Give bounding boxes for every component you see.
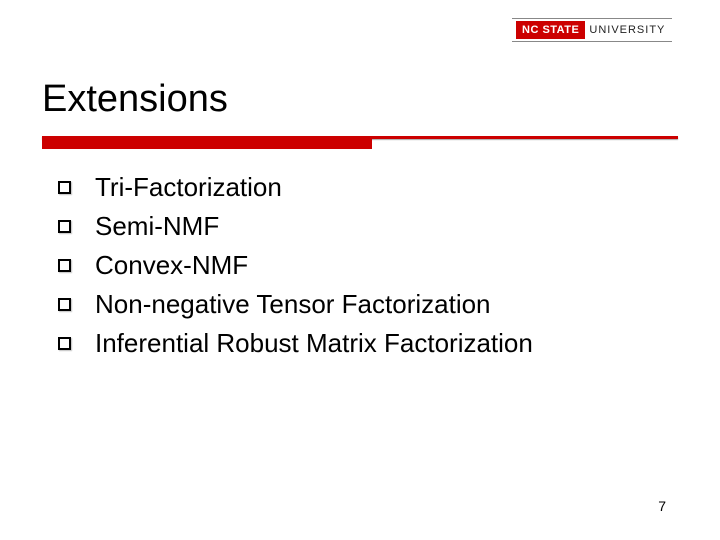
list-item: Semi-NMF — [58, 211, 658, 242]
square-bullet-icon — [58, 220, 71, 233]
list-item: Convex-NMF — [58, 250, 658, 281]
list-item-text: Non-negative Tensor Factorization — [95, 289, 491, 320]
list-item-text: Semi-NMF — [95, 211, 219, 242]
list-item: Inferential Robust Matrix Factorization — [58, 328, 658, 359]
logo-red-badge: NC STATE — [516, 21, 585, 39]
logo-text: UNIVERSITY — [589, 24, 665, 36]
square-bullet-icon — [58, 259, 71, 272]
university-logo: NC STATE UNIVERSITY — [512, 18, 672, 42]
square-bullet-icon — [58, 181, 71, 194]
list-item: Tri-Factorization — [58, 172, 658, 203]
page-number: 7 — [658, 498, 666, 514]
slide-title: Extensions — [42, 78, 228, 121]
list-item-text: Tri-Factorization — [95, 172, 282, 203]
square-bullet-icon — [58, 337, 71, 350]
list-item: Non-negative Tensor Factorization — [58, 289, 658, 320]
list-item-text: Inferential Robust Matrix Factorization — [95, 328, 533, 359]
accent-line-thick — [42, 139, 372, 149]
list-item-text: Convex-NMF — [95, 250, 248, 281]
square-bullet-icon — [58, 298, 71, 311]
bullet-list: Tri-Factorization Semi-NMF Convex-NMF No… — [58, 172, 658, 367]
